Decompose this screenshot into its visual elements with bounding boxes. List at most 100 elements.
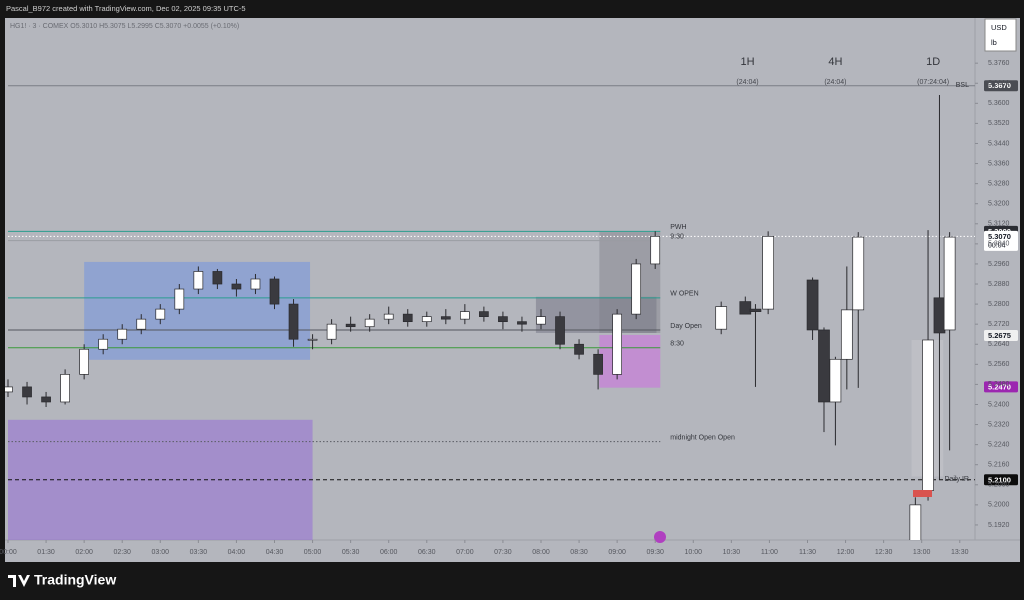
- level-label: midnight Open Open: [670, 434, 735, 441]
- y-tick-label: 5.3520: [988, 120, 1010, 127]
- y-tick-label: 5.1920: [988, 522, 1010, 529]
- y-tick-label: 5.2960: [988, 261, 1010, 268]
- y-tick-label: 5.2800: [988, 301, 1010, 308]
- unit: lb: [991, 38, 997, 47]
- unit-box[interactable]: [984, 18, 1017, 52]
- y-tick-label: 5.3760: [988, 60, 1010, 67]
- brand: TradingView: [34, 572, 116, 588]
- candle-body: [288, 303, 299, 340]
- credit: Pascal_B972 created with TradingView.com…: [6, 4, 246, 13]
- y-tick-label: 5.2400: [988, 401, 1010, 408]
- level-label: W OPEN: [670, 291, 698, 298]
- x-tick-label: 09:30: [646, 549, 664, 556]
- x-tick-label: 07:30: [494, 549, 512, 556]
- price-countdown: 00:04: [988, 243, 1006, 250]
- y-tick-label: 5.2480: [988, 381, 1010, 388]
- y-tick-label: 5.3360: [988, 160, 1010, 167]
- price-badge-label: 5.2100: [988, 475, 1011, 484]
- marker: [913, 490, 932, 497]
- y-tick-label: 5.2160: [988, 462, 1010, 469]
- candle-body: [421, 316, 432, 323]
- timeframe-label: 1D: [926, 56, 940, 68]
- y-tick-label: 5.3200: [988, 201, 1010, 208]
- candle-body: [41, 396, 51, 403]
- y-tick-label: 5.2880: [988, 281, 1010, 288]
- candle-body: [909, 504, 922, 540]
- candle-body: [806, 279, 819, 331]
- candle-body: [922, 339, 934, 491]
- x-tick-label: 00:00: [0, 549, 17, 556]
- price-badge: [984, 80, 1018, 92]
- x-tick-label: 11:00: [761, 549, 778, 556]
- candle-body: [943, 236, 956, 331]
- y-tick-label: 5.3280: [988, 180, 1010, 187]
- candle-body: [60, 374, 70, 403]
- price-badge: [984, 230, 1018, 251]
- x-tick-label: 08:30: [570, 549, 588, 556]
- candle-body: [479, 311, 489, 317]
- candle-body: [574, 343, 584, 355]
- x-tick-label: 06:30: [418, 549, 436, 556]
- y-tick-label: 5.2560: [988, 361, 1010, 368]
- y-tick-label: 5.2640: [988, 341, 1010, 348]
- price-badge-label: 5.2675: [988, 331, 1011, 340]
- candle-body: [402, 313, 413, 323]
- candle-body: [715, 306, 728, 330]
- candle-body: [933, 297, 946, 334]
- candle-body: [593, 353, 603, 375]
- price-badge: [984, 381, 1018, 393]
- timeframe-countdown: (24:04): [824, 79, 846, 86]
- candle-body: [326, 323, 337, 340]
- x-tick-label: 10:30: [723, 549, 741, 556]
- x-tick-label: 12:00: [837, 549, 855, 556]
- icon[interactable]: [654, 531, 666, 543]
- candle-body: [136, 318, 147, 330]
- candle-body: [440, 316, 451, 320]
- price-badge: [984, 474, 1018, 486]
- candle-body: [829, 358, 842, 403]
- x-tick-label: 05:00: [304, 549, 322, 556]
- level-label: BSL: [956, 82, 969, 89]
- x-tick-label: 13:00: [913, 549, 931, 556]
- plot: [5, 85, 975, 540]
- x-tick-label: 09:00: [608, 549, 626, 556]
- symbol-line: HG1! · 3 · COMEX O5.3010 H5.3075 L5.2995…: [10, 23, 239, 30]
- zone: [599, 334, 661, 388]
- candle-body: [631, 263, 642, 315]
- candle-body: [212, 271, 223, 285]
- y-tick-label: 5.2240: [988, 441, 1010, 448]
- y-tick-label: 5.3680: [988, 80, 1010, 87]
- candle-body: [231, 283, 242, 290]
- candle-body: [749, 308, 762, 312]
- candle-body: [383, 313, 394, 320]
- y-tick-label: 5.3120: [988, 221, 1010, 228]
- candle-body: [840, 309, 853, 360]
- timeframe-label: 4H: [828, 56, 842, 68]
- candle-body: [155, 308, 166, 320]
- level-label: 9:30: [670, 233, 684, 240]
- currency: USD: [991, 23, 1007, 32]
- x-tick-label: 04:30: [266, 549, 284, 556]
- level-label: PWH: [670, 224, 686, 231]
- y-tick-label: 5.2080: [988, 482, 1010, 489]
- candle-body: [517, 321, 527, 325]
- candle-body: [174, 288, 185, 310]
- timeframe-countdown: (24:04): [736, 79, 758, 86]
- candle-body: [269, 278, 280, 305]
- candle-body: [98, 338, 109, 350]
- candle-body: [364, 318, 375, 328]
- x-tick-label: 04:00: [228, 549, 246, 556]
- zone: [599, 232, 661, 333]
- footer: [0, 562, 1024, 600]
- x-tick-label: 11:30: [799, 549, 816, 556]
- candle-body: [818, 329, 830, 403]
- logo: [8, 575, 30, 587]
- candle-body: [612, 313, 622, 375]
- candle-body: [460, 311, 470, 320]
- x-tick-label: 10:00: [685, 549, 703, 556]
- x-tick-label: 02:30: [113, 549, 131, 556]
- y-tick-label: 5.2320: [988, 421, 1010, 428]
- x-tick-label: 08:00: [532, 549, 550, 556]
